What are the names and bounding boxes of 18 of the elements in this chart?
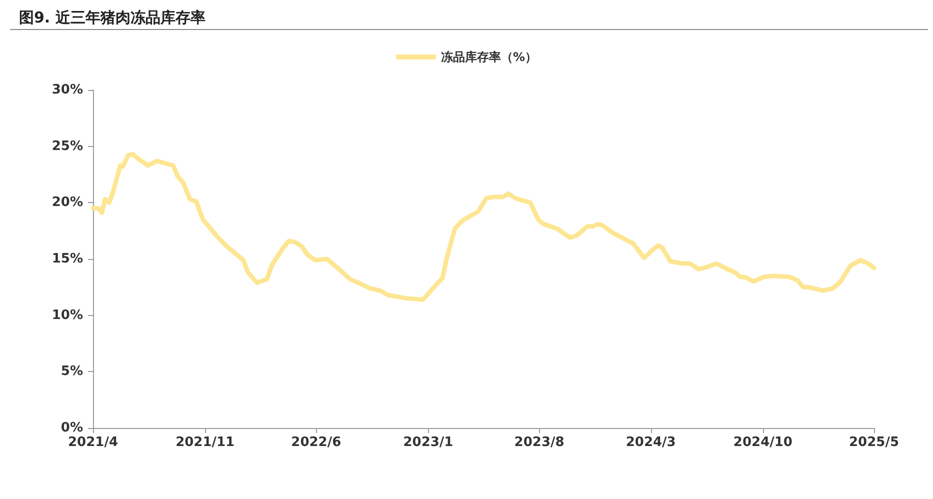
x-tick-label: 2021/11 xyxy=(176,435,235,450)
x-tick-label: 2021/4 xyxy=(68,435,118,450)
line-series xyxy=(90,152,876,302)
x-tick-label: 2024/10 xyxy=(733,435,792,450)
y-tick-label: 10% xyxy=(52,308,83,323)
y-tick-label: 25% xyxy=(52,138,83,154)
y-tick-label: 30% xyxy=(52,82,83,98)
x-tick-label: 2023/1 xyxy=(403,435,454,450)
y-tick-label: 0% xyxy=(60,420,83,436)
y-tick-label: 15% xyxy=(52,252,83,266)
y-tick-label: 20% xyxy=(52,195,83,210)
chart-title: 图9. 近三年猪肉冻品库存率 xyxy=(19,8,206,26)
x-tick-label: 2023/8 xyxy=(514,435,564,450)
legend-label: 冻品库存率（%） xyxy=(440,50,538,64)
x-tick-label: 2022/6 xyxy=(291,435,342,450)
y-tick-label: 5% xyxy=(60,364,83,380)
x-tick-label: 2025/5 xyxy=(849,435,899,450)
x-tick-label: 2024/3 xyxy=(626,435,676,450)
